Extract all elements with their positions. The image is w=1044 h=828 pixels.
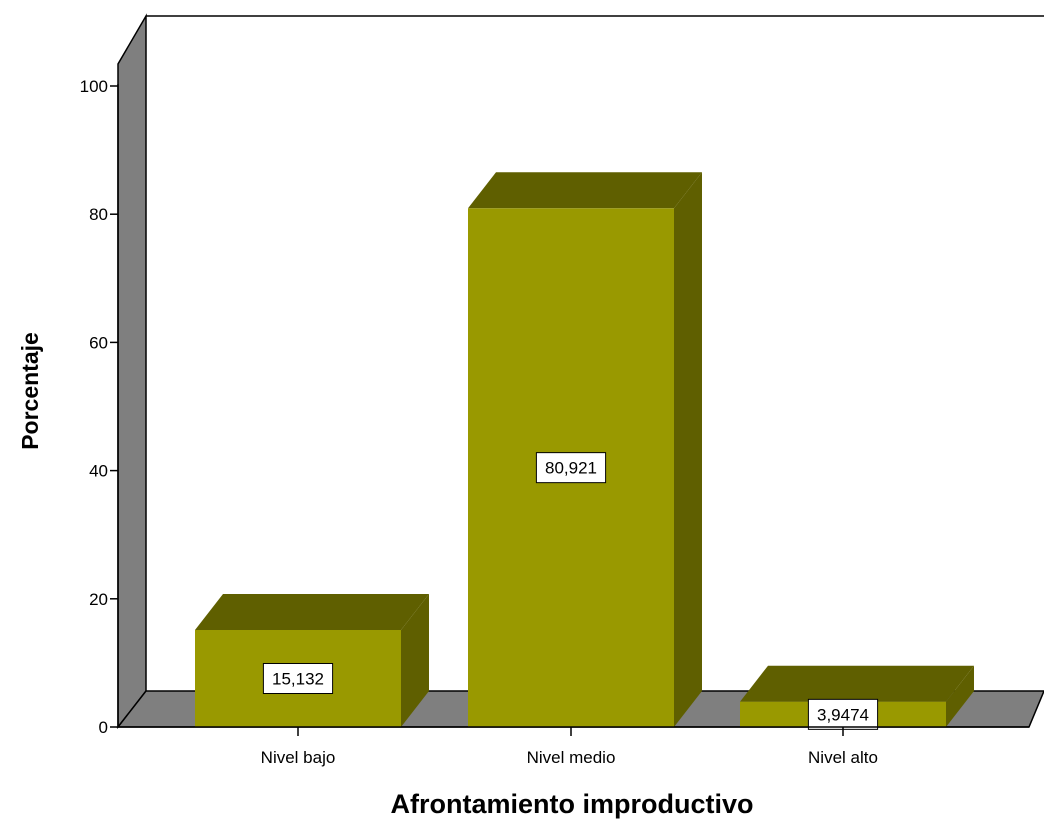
y-tick-label: 60 (89, 333, 108, 352)
value-label-text: 3,9474 (817, 705, 869, 724)
bar-top (195, 594, 429, 631)
bar: 3,9474 (740, 665, 974, 730)
x-tick-label: Nivel bajo (261, 748, 336, 767)
y-tick-label: 20 (89, 590, 108, 609)
bar-side (674, 172, 702, 727)
y-axis-label: Porcentaje (17, 332, 43, 450)
bar: 15,132 (195, 594, 429, 727)
bar-top (740, 665, 974, 702)
value-label-box (262, 663, 334, 695)
bar-value-label: 80,921 (535, 452, 607, 484)
bar-value-label: 15,132 (262, 663, 334, 695)
value-label-box (807, 698, 879, 730)
value-label-text: 80,921 (545, 459, 597, 478)
bar-side (401, 594, 429, 727)
value-label-text: 15,132 (272, 670, 324, 689)
bar: 80,921 (468, 172, 702, 727)
value-label-box (535, 452, 607, 484)
bar-value-label: 3,9474 (807, 698, 879, 730)
bar-top (468, 172, 702, 209)
x-axis-label: Afrontamiento improductivo (391, 789, 754, 819)
y-axis: 0 20 40 60 80 100 (80, 77, 119, 737)
bars: 15,132 80,921 3,9474 (195, 172, 974, 730)
y-tick-label: 80 (89, 205, 108, 224)
y-tick-label: 40 (89, 462, 108, 481)
y-tick-label: 0 (99, 718, 108, 737)
left-wall (117, 13, 147, 730)
y-tick-label: 100 (80, 77, 108, 96)
x-axis: Nivel bajo Nivel medio Nivel alto (118, 726, 1029, 767)
x-tick-label: Nivel alto (808, 748, 878, 767)
bar-side (946, 665, 974, 727)
x-tick-label: Nivel medio (527, 748, 616, 767)
